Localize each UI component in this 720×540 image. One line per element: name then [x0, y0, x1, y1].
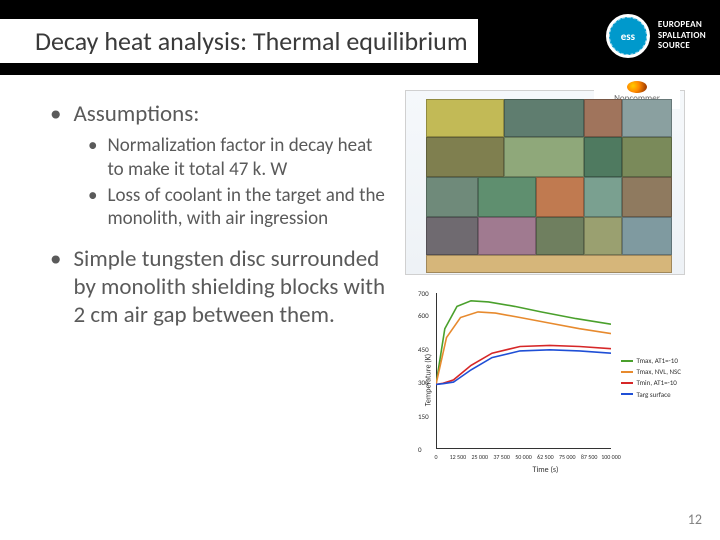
bullet-assumptions: Assumptions:	[50, 100, 390, 128]
shielding-cell	[426, 99, 504, 137]
chart-ytick: 150	[418, 412, 429, 421]
shielding-cell	[426, 217, 478, 255]
legend-swatch	[621, 371, 633, 373]
chart-ytick: 300	[418, 378, 429, 387]
shielding-cell	[504, 99, 584, 137]
chart-lines	[436, 293, 611, 449]
logo-line1: EUROPEAN	[658, 20, 706, 31]
shielding-blocks-figure: Noncommer	[405, 90, 685, 275]
shielding-cell	[536, 217, 584, 255]
chart-series-line	[436, 350, 611, 385]
legend-label: Targ surface	[636, 389, 670, 400]
temperature-chart: Temperature (K) Time (s) Tmax, AT1=-10Tm…	[408, 285, 683, 475]
shielding-cell	[584, 137, 622, 177]
logo-line3: SOURCE	[658, 41, 706, 52]
legend-row: Tmin, AT1=-10	[621, 377, 681, 388]
shielding-cell	[622, 137, 672, 177]
bullet-sub-2: Loss of coolant in the target and the mo…	[88, 184, 390, 232]
legend-label: Tmax, AT1=-10	[636, 355, 677, 366]
chart-xtick: 50 000	[515, 453, 532, 461]
chart-ytick: 600	[418, 311, 429, 320]
legend-swatch	[621, 360, 633, 362]
legend-row: Tmax, AT1=-10	[621, 355, 681, 366]
slide-title: Decay heat analysis: Thermal equilibrium	[0, 19, 478, 63]
legend-row: Tmax, NVL, NSC	[621, 366, 681, 377]
chart-xtick: 87 500	[581, 453, 598, 461]
legend-label: Tmin, AT1=-10	[636, 377, 676, 388]
watermark-icon	[627, 81, 647, 93]
chart-xtick: 0	[434, 453, 437, 461]
chart-xtick: 62 500	[537, 453, 554, 461]
bullet-column: Assumptions: Normalization factor in dec…	[50, 100, 390, 475]
legend-row: Targ surface	[621, 389, 681, 400]
page-number: 12	[688, 511, 702, 528]
shielding-cell	[478, 177, 536, 217]
shielding-cell	[622, 217, 672, 255]
logo-area: ess EUROPEAN SPALLATION SOURCE	[606, 14, 706, 58]
shielding-cell	[622, 99, 672, 137]
content-area: Assumptions: Normalization factor in dec…	[0, 75, 720, 475]
shielding-cell	[584, 177, 622, 217]
shielding-cell	[584, 217, 622, 255]
chart-legend: Tmax, AT1=-10Tmax, NVL, NSCTmin, AT1=-10…	[621, 355, 681, 400]
legend-label: Tmax, NVL, NSC	[636, 366, 681, 377]
chart-xtick: 25 000	[471, 453, 488, 461]
bullet-text: Simple tungsten disc surrounded by monol…	[73, 245, 390, 329]
bullet-sub-1: Normalization factor in decay heat to ma…	[88, 134, 390, 182]
logo-abbrev: ess	[621, 30, 635, 43]
legend-swatch	[621, 393, 633, 395]
bullet-text: Normalization factor in decay heat to ma…	[107, 134, 390, 182]
ess-logo-icon: ess	[606, 14, 650, 58]
bullet-text: Assumptions:	[73, 100, 199, 128]
shielding-cell	[504, 137, 584, 177]
shielding-cell	[584, 99, 622, 137]
shielding-cell	[426, 177, 478, 217]
shielding-cell	[622, 177, 672, 217]
chart-ytick: 0	[418, 445, 422, 454]
chart-xtick: 75 000	[559, 453, 576, 461]
chart-ytick: 700	[418, 289, 429, 298]
shielding-cell	[426, 137, 504, 177]
logo-text: EUROPEAN SPALLATION SOURCE	[658, 20, 706, 52]
chart-xtick: 100 000	[601, 453, 621, 461]
shielding-cell	[426, 255, 672, 273]
chart-ytick: 450	[418, 345, 429, 354]
bullet-text: Loss of coolant in the target and the mo…	[107, 184, 390, 232]
chart-xtick: 37 500	[493, 453, 510, 461]
shielding-cell	[536, 177, 584, 217]
bullet-main-2: Simple tungsten disc surrounded by monol…	[50, 245, 390, 329]
figure-column: Noncommer Temperature (K) Time (s) Tmax,…	[400, 100, 690, 475]
header-bar: Decay heat analysis: Thermal equilibrium…	[0, 0, 720, 75]
chart-xlabel: Time (s)	[533, 465, 559, 475]
legend-swatch	[621, 382, 633, 384]
shielding-cell	[478, 217, 536, 255]
chart-xtick: 12 500	[450, 453, 467, 461]
